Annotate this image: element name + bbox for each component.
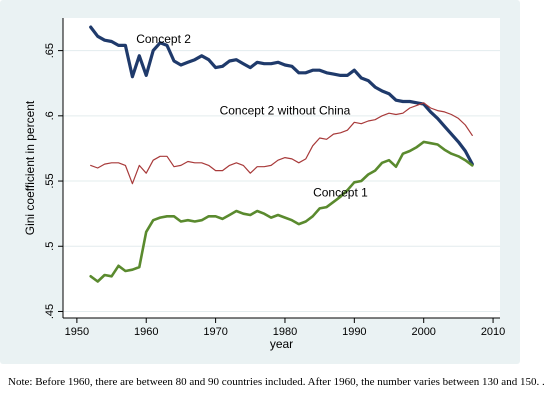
series-line-3 <box>89 140 474 283</box>
x-axis-title: year <box>270 337 293 351</box>
figure-note: Note: Before 1960, there are between 80 … <box>8 376 545 388</box>
y-tick-label: .55 <box>44 173 56 188</box>
x-tick-label: 2010 <box>481 326 505 338</box>
x-tick-label: 1990 <box>342 326 366 338</box>
gridlines <box>63 50 500 312</box>
y-tick-label: .45 <box>44 304 56 319</box>
series-lines <box>89 25 474 283</box>
axes: .45 .5 .55 .6 .65 1950 1960 1970 1980 1990 2000 201… <box>44 18 505 338</box>
y-axis-title: Gini coefficient in percent <box>23 100 37 235</box>
series-label-3: Concept 1 <box>313 186 368 200</box>
x-tick-label: 1970 <box>203 326 227 338</box>
y-tick-label: .65 <box>44 43 56 58</box>
line-chart: .45 .5 .55 .6 .65 1950 1960 1970 1980 1990 2000 201… <box>23 18 505 351</box>
series-label-2: Concept 2 without China <box>220 104 351 118</box>
y-tick-label: .6 <box>44 111 56 120</box>
x-tick-label: 1960 <box>134 326 158 338</box>
x-tick-label: 1980 <box>273 326 297 338</box>
x-tick-label: 2000 <box>411 326 435 338</box>
series-line-1 <box>89 25 474 166</box>
series-label-1: Concept 2 <box>136 32 191 46</box>
series-line-2 <box>90 102 473 185</box>
y-tick-label: .5 <box>44 242 56 251</box>
series-labels: Concept 2 Concept 2 without China Concept … <box>136 32 368 200</box>
x-tick-label: 1950 <box>65 326 89 338</box>
